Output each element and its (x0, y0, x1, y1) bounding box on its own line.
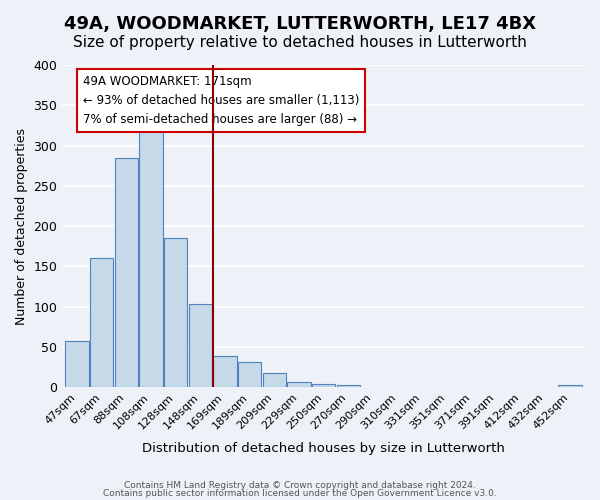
Text: Contains public sector information licensed under the Open Government Licence v3: Contains public sector information licen… (103, 488, 497, 498)
Bar (90, 258, 113, 387)
Text: 49A, WOODMARKET, LUTTERWORTH, LE17 4BX: 49A, WOODMARKET, LUTTERWORTH, LE17 4BX (64, 15, 536, 33)
Bar (238, 362, 262, 387)
Text: Size of property relative to detached houses in Lutterworth: Size of property relative to detached ho… (73, 35, 527, 50)
Y-axis label: Number of detached properties: Number of detached properties (15, 128, 28, 324)
Bar (214, 356, 237, 387)
Bar (263, 372, 286, 387)
Bar (287, 382, 311, 387)
Bar (188, 304, 212, 387)
Bar (65, 341, 89, 387)
Bar (559, 384, 582, 387)
Text: Contains HM Land Registry data © Crown copyright and database right 2024.: Contains HM Land Registry data © Crown c… (124, 481, 476, 490)
Bar (312, 384, 335, 387)
Bar (337, 384, 360, 387)
Text: 49A WOODMARKET: 171sqm
← 93% of detached houses are smaller (1,113)
7% of semi-d: 49A WOODMARKET: 171sqm ← 93% of detached… (83, 74, 359, 126)
Bar (115, 158, 138, 387)
Bar (139, 123, 163, 387)
Bar (164, 238, 187, 387)
X-axis label: Distribution of detached houses by size in Lutterworth: Distribution of detached houses by size … (142, 442, 505, 455)
